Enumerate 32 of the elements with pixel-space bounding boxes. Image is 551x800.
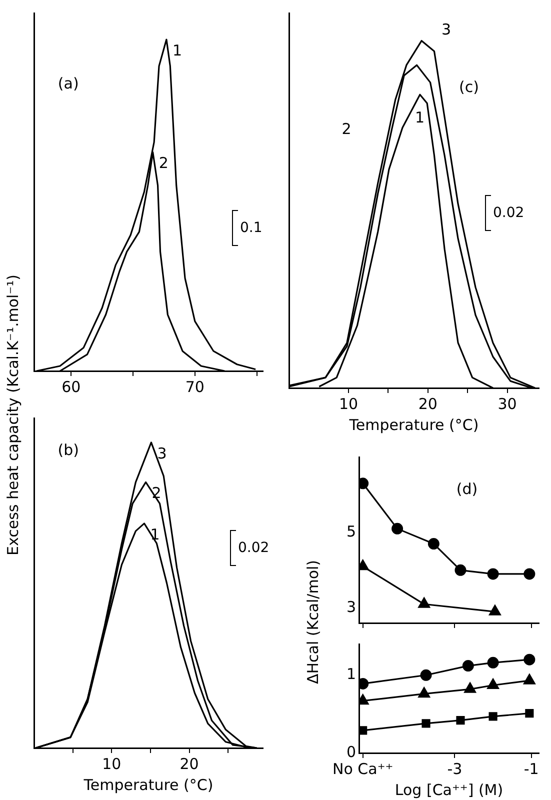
series-label: 1 [414,108,424,126]
series-label: 1 [172,41,182,60]
x-tick-label: 60 [62,378,81,396]
x-axis-title: Temperature (°C) [82,776,214,794]
x-tick-label: 10 [338,394,358,413]
y-axis-title: ΔHcal (Kcal/mol) [304,560,322,684]
y-tick-label: 0 [346,742,356,761]
x-tick-label: 70 [185,378,204,396]
series-label: 3 [157,444,167,462]
x-tick-label: -1 [524,760,539,778]
series-label: 2 [158,154,168,172]
x-tick-label: 20 [418,394,438,413]
annotation: 0.1 [240,220,262,236]
chart-title: (b) [58,440,79,459]
x-tick-label: -3 [447,760,462,778]
x-tick-label: 20 [180,754,199,773]
x-axis-title: Temperature (°C) [348,416,479,434]
x-tick-label: No Ca⁺⁺ [332,760,394,778]
x-axis-title: Log [Ca⁺⁺] (M) [394,780,504,799]
y-axis-title: Excess heat capacity (Kcal.K⁻¹.mol⁻¹) [4,274,22,556]
text: (d) [456,480,478,498]
text: (c) [459,78,479,96]
y-tick-label: 3 [346,598,356,616]
series-label: 3 [442,20,452,39]
text: 2 [342,120,352,138]
annotation: 0.02 [238,540,270,556]
x-tick-label: 10 [102,754,122,773]
annotation: 0.02 [493,205,524,221]
y-tick-label: 5 [346,522,356,540]
x-tick-label: 30 [498,394,517,413]
y-tick-label: 1 [346,665,356,684]
text: (a) [58,74,79,92]
